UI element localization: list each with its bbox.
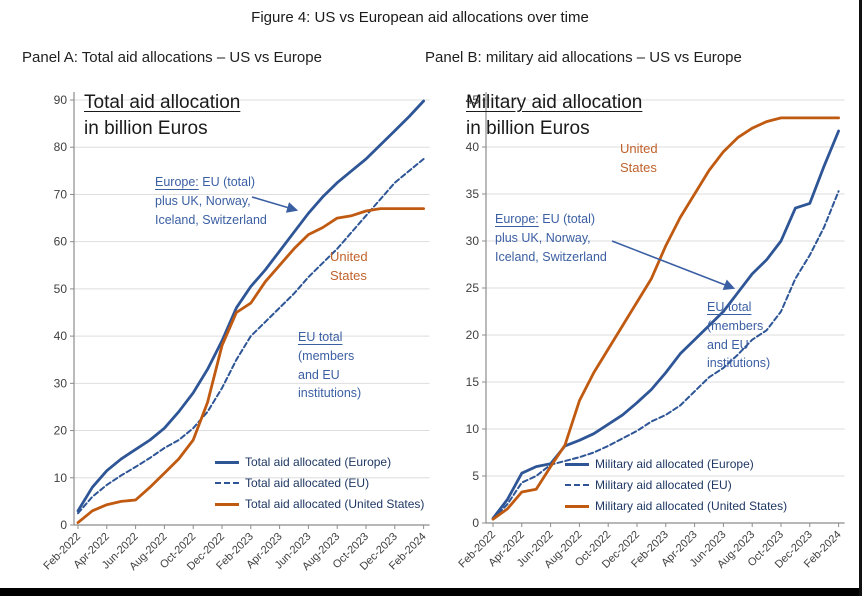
y-tick-label: 20 — [466, 328, 480, 342]
series-line — [491, 116, 841, 521]
eu-total-annotation: EU total (members and EU institutions) — [298, 330, 362, 401]
y-tick-label: 30 — [466, 234, 480, 248]
y-tick-label: 45 — [466, 93, 480, 107]
series-line — [76, 207, 426, 525]
solid-blue-line-swatch — [215, 460, 239, 464]
series-line — [76, 99, 426, 513]
legend-item: Military aid allocated (Europe) — [565, 457, 787, 471]
legend-item: Total aid allocated (Europe) — [215, 455, 424, 469]
dashed-blue-line-swatch — [565, 484, 589, 486]
panel-a-chart: 0 10 20 30 40 50 60 70 80 90 Feb-2022 Apr-2022 Jun-2… — [30, 85, 430, 590]
solid-orange-line-swatch — [565, 504, 589, 508]
solid-orange-line-swatch — [215, 502, 239, 506]
y-tick-label: 50 — [54, 282, 68, 296]
y-tick-label: 80 — [54, 140, 68, 154]
y-tick-label: 35 — [466, 187, 480, 201]
legend-item: Military aid allocated (EU) — [565, 478, 787, 492]
europe-annotation-line3: Iceland, Switzerland — [155, 212, 267, 227]
annotation-arrow — [611, 240, 736, 290]
legend-item: Total aid allocated (United States) — [215, 497, 424, 511]
panel-b-caption: Panel B: military aid allocations – US v… — [425, 49, 742, 66]
chart-title-line1: Total aid allocation — [84, 92, 241, 113]
y-tick-label: 5 — [472, 469, 479, 483]
y-tick-label: 0 — [60, 518, 67, 532]
panel-b-plot: 051015202530354045Feb-2022Apr-2022Jun-20… — [456, 92, 845, 571]
panel-a-plot: 0102030405060708090Feb-2022Apr-2022Jun-2… — [41, 92, 430, 573]
y-tick-label: 15 — [466, 375, 480, 389]
y-tick-label: 40 — [54, 329, 68, 343]
panel-b-chart: 0 5 10 15 20 25 30 35 40 45 Feb-2022 Apr-2022 Jun-20… — [440, 85, 860, 590]
panel-b-legend: Military aid allocated (Europe) Military… — [565, 457, 787, 520]
y-tick-label: 10 — [466, 422, 480, 436]
solid-blue-line-swatch — [565, 462, 589, 466]
figure-title: Figure 4: US vs European aid allocations… — [251, 9, 589, 26]
chart-title-line1: Military aid allocation — [466, 92, 643, 113]
europe-annotation-line2: plus UK, Norway, — [155, 193, 251, 208]
legend-item: Total aid allocated (EU) — [215, 476, 424, 490]
europe-annotation-rest: EU (total) — [198, 175, 256, 189]
y-tick-label: 0 — [472, 516, 479, 530]
series-line — [77, 158, 425, 515]
united-states-annotation: United States — [620, 141, 658, 175]
y-tick-label: 60 — [54, 235, 68, 249]
europe-annotation: Europe: EU (total) plus UK, Norway, Icel… — [495, 212, 607, 264]
y-tick-label: 40 — [466, 140, 480, 154]
window-right-edge — [859, 0, 862, 596]
panel-b-chart-title: Military aid allocation in billion Euros — [466, 90, 642, 141]
y-tick-label: 20 — [54, 424, 68, 438]
y-tick-label: 25 — [466, 281, 480, 295]
europe-annotation-rest: EU (total) — [538, 212, 596, 226]
y-tick-label: 90 — [54, 93, 68, 107]
panel-a-legend: Total aid allocated (Europe) Total aid a… — [215, 455, 424, 518]
panel-a-caption: Panel A: Total aid allocations – US vs E… — [22, 49, 322, 66]
europe-annotation-lead: Europe: — [495, 212, 539, 226]
chart-title-line2: in billion Euros — [466, 117, 590, 139]
legend-item: Military aid allocated (United States) — [565, 499, 787, 513]
y-tick-label: 10 — [54, 471, 68, 485]
europe-annotation-lead: Europe: — [155, 175, 199, 189]
dashed-blue-line-swatch — [215, 482, 239, 484]
eu-total-annotation: EU total (members and EU institutions) — [707, 300, 771, 371]
panel-a-chart-title: Total aid allocation in billion Euros — [84, 90, 240, 141]
window-bottom-edge — [0, 588, 862, 596]
annotation-arrow — [251, 196, 299, 213]
y-tick-label: 70 — [54, 187, 68, 201]
y-tick-label: 30 — [54, 376, 68, 390]
united-states-annotation: United States — [330, 249, 368, 283]
chart-title-line2: in billion Euros — [84, 117, 208, 139]
europe-annotation: Europe: EU (total) plus UK, Norway, Icel… — [155, 173, 267, 229]
